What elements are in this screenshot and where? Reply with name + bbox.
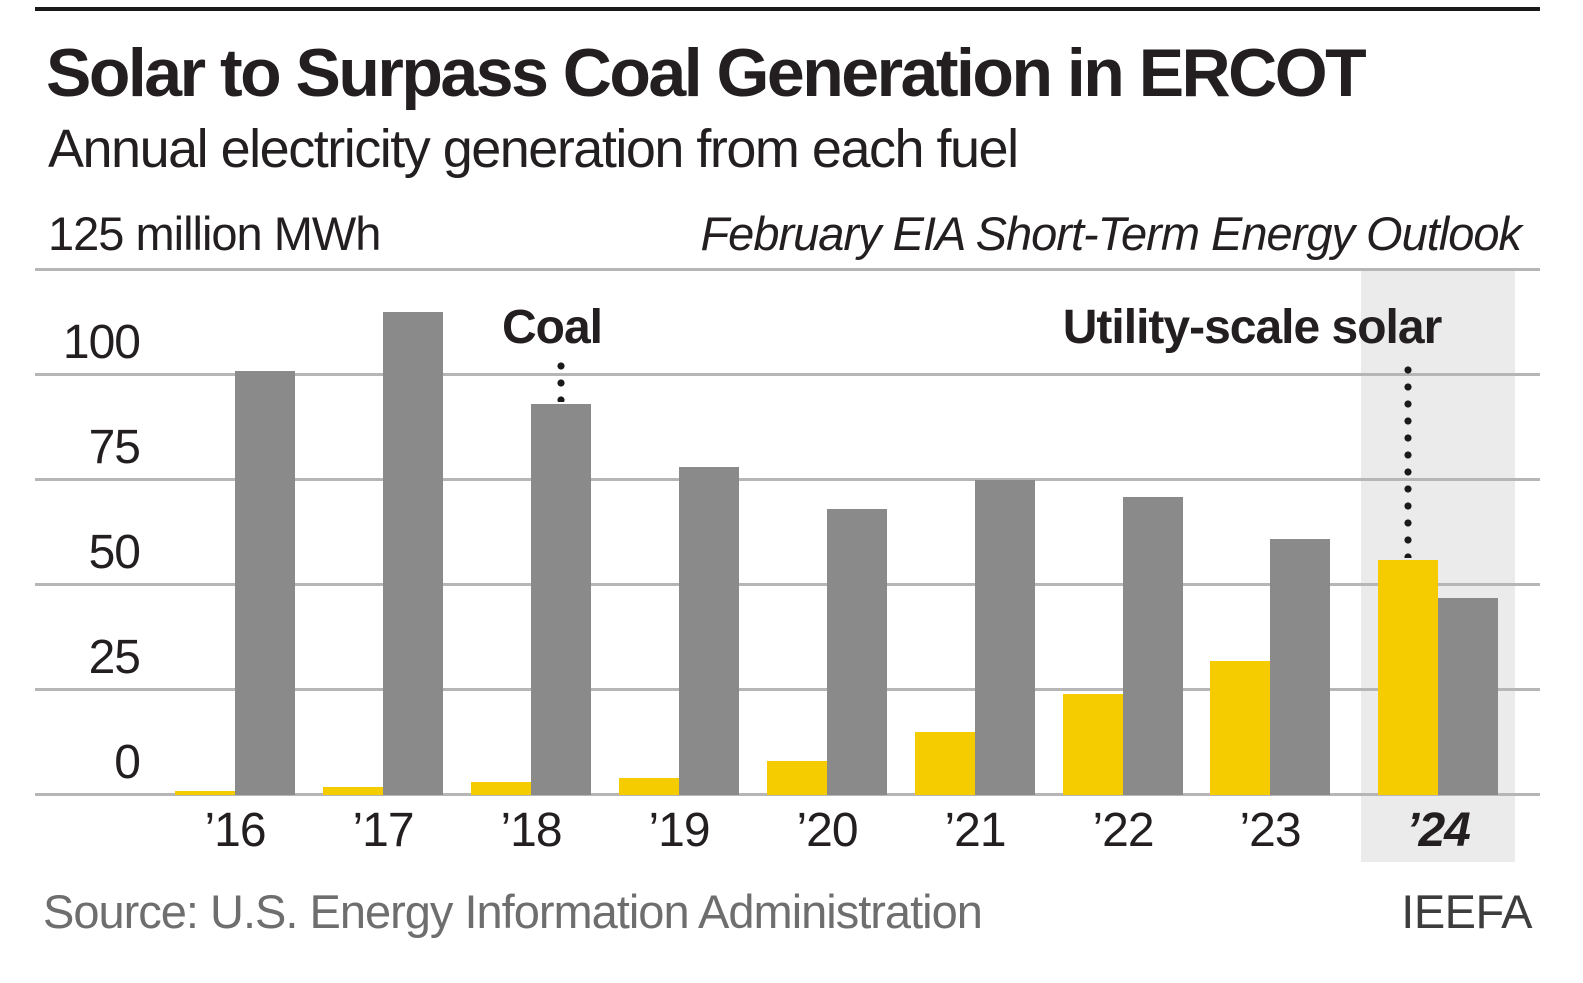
publisher-credit: IEEFA	[1401, 885, 1532, 938]
coal-bar-21	[975, 480, 1035, 795]
coal-bar-24	[1438, 598, 1498, 795]
coal-bar-20	[827, 509, 887, 795]
y-tick-label-100: 100	[62, 316, 141, 369]
coal-bar-16	[235, 371, 295, 795]
chart-subtitle: Annual electricity generation from each …	[48, 119, 1019, 179]
x-tick-label-21: ’21	[944, 804, 1006, 857]
top-rule-divider	[35, 7, 1540, 11]
gridline-100	[35, 373, 1540, 376]
y-tick-label-75: 75	[88, 421, 141, 474]
x-tick-label-16: ’16	[204, 804, 266, 857]
x-tick-label-20: ’20	[796, 804, 858, 857]
x-tick-label-17: ’17	[352, 804, 414, 857]
coal-bar-18	[531, 404, 591, 795]
y-tick-label-50: 50	[88, 526, 141, 579]
x-tick-label-24: ’24	[1406, 804, 1471, 857]
solar-bar-20	[767, 761, 827, 795]
solar-bar-23	[1210, 661, 1270, 795]
gridline-75	[35, 478, 1540, 481]
solar-bar-17	[323, 787, 383, 795]
gridline-25	[35, 688, 1540, 691]
y-tick-label-25: 25	[88, 631, 141, 684]
data-vintage-note: February EIA Short-Term Energy Outlook	[700, 207, 1522, 260]
source-attribution: Source: U.S. Energy Information Administ…	[43, 885, 983, 938]
solar-series-label: Utility-scale solar	[1062, 301, 1442, 354]
page-title: Solar to Surpass Coal Generation in ERCO…	[46, 35, 1367, 111]
gridline-50	[35, 583, 1540, 586]
coal-bar-22	[1123, 497, 1183, 795]
coal-bar-23	[1270, 539, 1330, 795]
solar-bar-22	[1063, 694, 1123, 795]
gridline-125	[35, 268, 1540, 271]
solar-annotation-dotted-line	[1403, 362, 1413, 558]
coal-annotation-dotted-line	[556, 358, 566, 403]
x-tick-label-22: ’22	[1092, 804, 1154, 857]
coal-bar-17	[383, 312, 443, 795]
x-tick-label-23: ’23	[1239, 804, 1301, 857]
coal-bar-19	[679, 467, 739, 795]
y-tick-label-0: 0	[114, 736, 141, 789]
solar-bar-24	[1378, 560, 1438, 795]
x-tick-label-18: ’18	[500, 804, 562, 857]
solar-bar-18	[471, 782, 531, 795]
coal-series-label: Coal	[501, 301, 603, 354]
y-axis-unit-label: 125 million MWh	[48, 207, 381, 260]
solar-bar-16	[175, 791, 235, 795]
solar-bar-19	[619, 778, 679, 795]
solar-bar-21	[915, 732, 975, 795]
x-tick-label-19: ’19	[648, 804, 710, 857]
